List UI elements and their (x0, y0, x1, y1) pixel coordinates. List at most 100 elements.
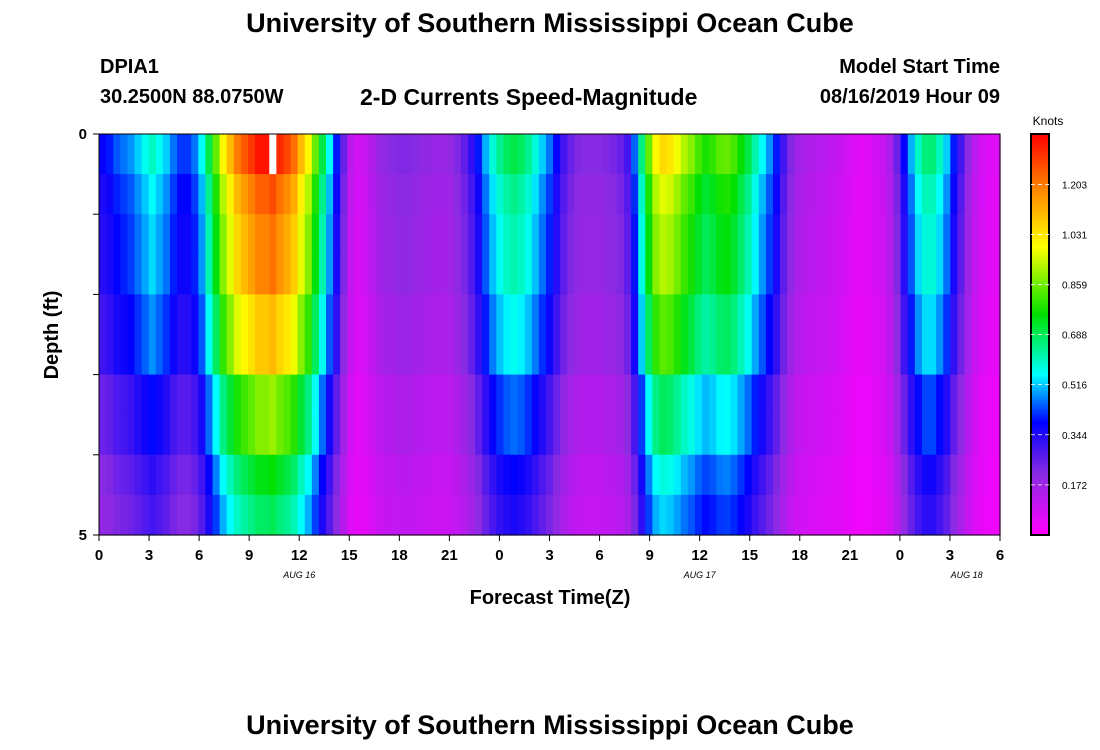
heatmap-cell (389, 174, 398, 215)
heatmap-cell (304, 294, 313, 336)
heatmap-cell (730, 494, 739, 536)
heatmap-cell (595, 494, 604, 536)
heatmap-cell (347, 414, 355, 456)
heatmap-cell (588, 494, 597, 536)
heatmap-cell (680, 374, 689, 416)
heatmap-cell (567, 494, 575, 536)
heatmap-cell (226, 254, 235, 295)
heatmap-cell (645, 214, 653, 255)
heatmap-cell (702, 454, 710, 496)
heatmap-cell (517, 174, 526, 215)
heatmap-cell (297, 414, 306, 456)
heatmap-cell (453, 294, 462, 336)
heatmap-cell (808, 374, 817, 416)
heatmap-cell (425, 174, 434, 215)
heatmap-cell (659, 494, 668, 536)
heatmap-cell (318, 414, 327, 456)
heatmap-cell (858, 294, 866, 336)
heatmap-cell (531, 334, 540, 376)
heatmap-cell (432, 494, 441, 536)
heatmap-cell (212, 494, 221, 536)
heatmap-cell (709, 214, 717, 255)
heatmap-cell (425, 134, 434, 175)
heatmap-cell (354, 254, 363, 295)
heatmap-cell (219, 414, 228, 456)
heatmap-cell (588, 454, 597, 496)
x-tick-label: 3 (145, 547, 153, 564)
heatmap-cell (680, 214, 689, 255)
heatmap-cell (290, 334, 299, 376)
heatmap-cell (269, 174, 277, 215)
heatmap-cell (971, 174, 980, 215)
heatmap-cell (765, 254, 774, 295)
heatmap-cell (553, 254, 561, 295)
heatmap-cell (567, 294, 575, 336)
heatmap-cell (113, 174, 121, 215)
heatmap-cell (645, 174, 653, 215)
heatmap-cell (957, 334, 966, 376)
heatmap-cell (950, 334, 959, 376)
heatmap-cell (787, 374, 795, 416)
heatmap-cell (560, 214, 568, 255)
station-id: DPIA1 (100, 56, 159, 78)
heatmap-cell (659, 214, 668, 255)
heatmap-cell (623, 214, 632, 255)
heatmap-cell (460, 214, 469, 255)
heatmap-cell (609, 414, 618, 456)
heatmap-cell (900, 214, 909, 255)
heatmap-cell (283, 174, 292, 215)
heatmap-cell (496, 494, 504, 536)
heatmap-cell (191, 294, 199, 336)
heatmap-cell (553, 454, 561, 496)
heatmap-cell (801, 214, 810, 255)
heatmap-cell (623, 334, 632, 376)
x-tick-label: 6 (996, 547, 1004, 564)
heatmap-cell (531, 294, 540, 336)
heatmap-cell (404, 214, 412, 255)
heatmap-cell (304, 254, 313, 295)
heatmap-cell (240, 214, 249, 255)
heatmap-cell (921, 454, 930, 496)
heatmap-cell (652, 454, 661, 496)
heatmap-cell (879, 174, 888, 215)
heatmap-cell (758, 334, 767, 376)
heatmap-cell (560, 174, 568, 215)
heatmap-cell (247, 494, 256, 536)
heatmap-cell (737, 294, 746, 336)
heatmap-cell (460, 334, 469, 376)
heatmap-cell (616, 174, 625, 215)
heatmap-cell (645, 254, 653, 295)
heatmap-cell (489, 334, 497, 376)
heatmap-cell (723, 134, 731, 175)
heatmap-cell (886, 254, 895, 295)
heatmap-cell (191, 334, 199, 376)
heatmap-cell (162, 494, 171, 536)
heatmap-cell (865, 214, 873, 255)
heatmap-cell (467, 134, 476, 175)
heatmap-cell (510, 454, 519, 496)
heatmap-cell (475, 454, 483, 496)
heatmap-cell (978, 374, 987, 416)
heatmap-cell (836, 414, 845, 456)
heatmap-cell (680, 294, 689, 336)
heatmap-cell (226, 374, 235, 416)
heatmap-cell (482, 494, 490, 536)
heatmap-cell (340, 454, 348, 496)
heatmap-cell (247, 254, 256, 295)
heatmap-cell (439, 254, 448, 295)
heatmap-cell (467, 174, 476, 215)
heatmap-cell (666, 254, 675, 295)
heatmap-cell (538, 334, 547, 376)
heatmap-cell (404, 294, 412, 336)
heatmap-cell (588, 254, 597, 295)
heatmap-cell (978, 414, 987, 456)
heatmap-cell (985, 174, 994, 215)
heatmap-cell (127, 374, 136, 416)
heatmap-cell (347, 454, 355, 496)
heatmap-cell (950, 454, 959, 496)
x-tick-label: 6 (595, 547, 603, 564)
heatmap-cell (482, 174, 490, 215)
heatmap-cell (808, 454, 817, 496)
heatmap-cell (851, 414, 859, 456)
heatmap-cell (425, 254, 434, 295)
